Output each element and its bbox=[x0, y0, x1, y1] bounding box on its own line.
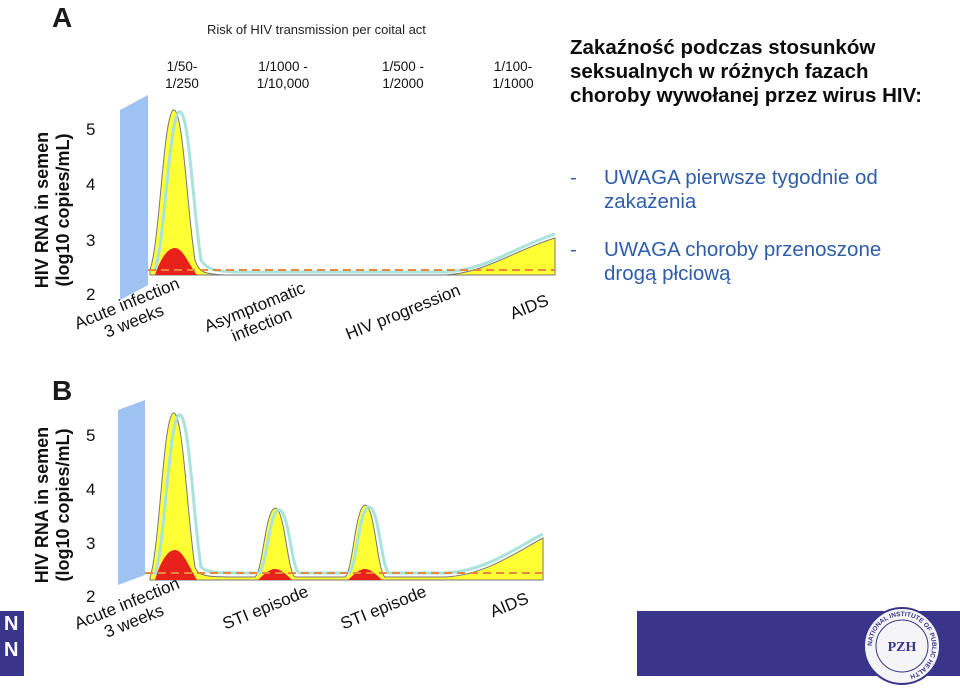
diagram-b bbox=[118, 400, 544, 585]
y-tick-5-b: 5 bbox=[86, 426, 96, 445]
y-tick-5-a: 5 bbox=[86, 120, 96, 139]
risk-acute: 1/50- 1/250 bbox=[165, 59, 199, 91]
y-tick-2-b: 2 bbox=[86, 587, 96, 606]
red-area-a bbox=[155, 248, 197, 275]
cyan-line-a bbox=[153, 110, 556, 274]
risk-progression: 1/500 - 1/2000 bbox=[381, 59, 425, 91]
bullet-dash-2: - bbox=[570, 238, 577, 261]
footer-left-bar: N N bbox=[0, 611, 24, 676]
bullet-text-2: UWAGA choroby przenoszone drogą płciową bbox=[604, 238, 882, 285]
yellow-area-b bbox=[149, 412, 544, 581]
cyan-line-b bbox=[153, 413, 544, 576]
risk-title: Risk of HIV transmission per coital act bbox=[207, 22, 426, 37]
panel-a-letter: A bbox=[52, 2, 73, 33]
svg-text:PZH: PZH bbox=[888, 640, 917, 655]
y-title-line2-a: (log10 copies/mL) bbox=[53, 133, 73, 287]
panel-b-letter: B bbox=[52, 375, 73, 406]
pzh-seal-logo: NATIONAL INSTITUTE OF PUBLIC HEALTH PZH bbox=[863, 607, 941, 685]
diagram-a bbox=[120, 95, 556, 300]
blue-band-a bbox=[120, 95, 148, 300]
y-axis-title-b: HIV RNA in semen (log10 copies/mL) bbox=[32, 405, 74, 605]
y-tick-4-b: 4 bbox=[86, 480, 96, 499]
bullet-text-1: UWAGA pierwsze tygodnie od zakażenia bbox=[604, 166, 878, 213]
y-tick-3-a: 3 bbox=[86, 231, 96, 250]
blue-band-b bbox=[118, 400, 145, 585]
y-axis-title-a: HIV RNA in semen (log10 copies/mL) bbox=[32, 110, 74, 310]
bullet-dash-1: - bbox=[570, 166, 577, 189]
y-title-line1-a: HIV RNA in semen bbox=[32, 131, 52, 289]
y-title-line2-b: (log10 copies/mL) bbox=[53, 428, 73, 582]
y-tick-3-b: 3 bbox=[86, 534, 96, 553]
risk-asymptomatic: 1/1000 - 1/10,000 bbox=[256, 59, 310, 91]
notes-heading: Zakaźność podczas stosunków seksualnych … bbox=[570, 36, 922, 107]
y-tick-4-a: 4 bbox=[86, 175, 96, 194]
y-title-line1-b: HIV RNA in semen bbox=[32, 426, 52, 584]
y-tick-2-a: 2 bbox=[86, 285, 96, 304]
risk-aids: 1/100- 1/1000 bbox=[492, 59, 534, 91]
yellow-area-a bbox=[149, 109, 556, 276]
